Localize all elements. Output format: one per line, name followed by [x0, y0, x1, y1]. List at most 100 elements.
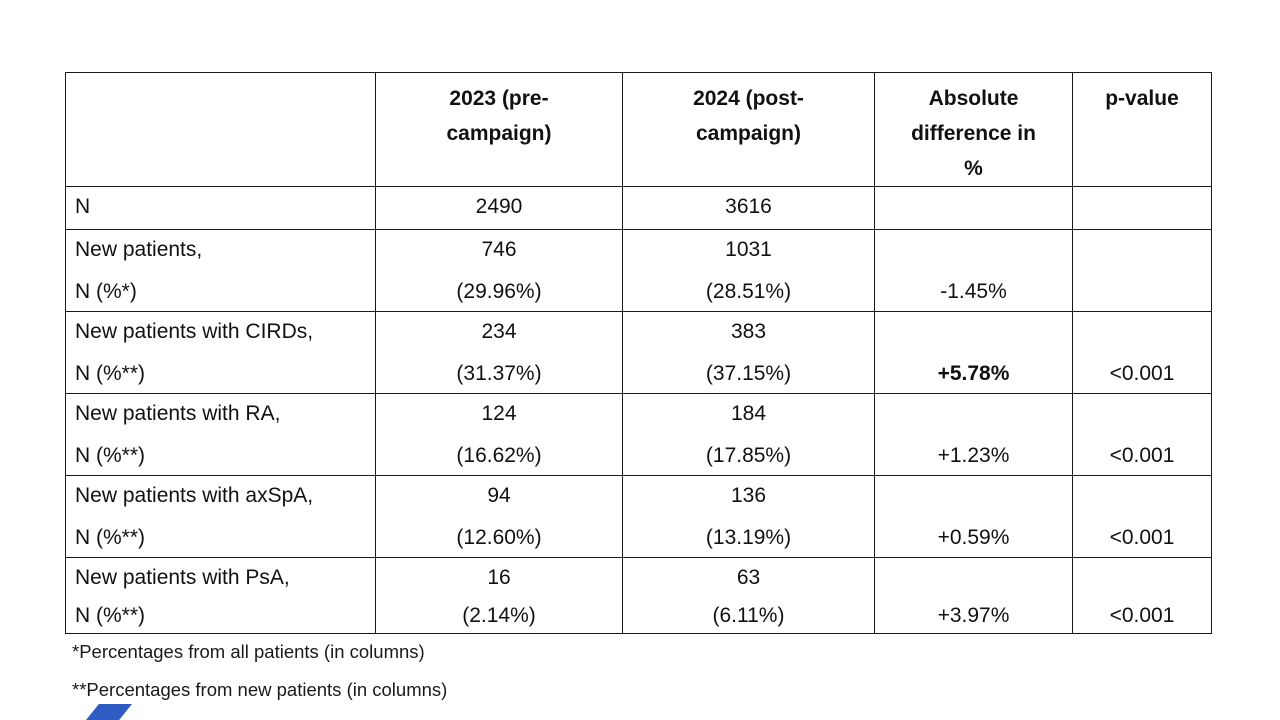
- header-line: campaign): [446, 122, 552, 145]
- cell-line: 94: [487, 484, 511, 507]
- cell-line: <0.001: [1109, 526, 1175, 549]
- cell-line: New patients with PsA,: [75, 566, 290, 589]
- header-line: 2023 (pre-: [449, 87, 549, 110]
- cell-pre-2023: 16 (2.14%): [375, 557, 623, 634]
- cell-line: [876, 565, 1072, 591]
- table-row-n: N 2490 3616: [65, 186, 1212, 230]
- cell-line: (37.15%): [705, 362, 792, 385]
- cell-line: 746: [481, 238, 517, 261]
- cell-line: -1.45%: [940, 280, 1007, 303]
- cell-line: [1074, 565, 1211, 591]
- header-line: p-value: [1105, 87, 1179, 110]
- cell-pre-2023: 2490: [375, 186, 623, 230]
- cell-line: N (%**): [75, 526, 146, 549]
- cell-p-value: <0.001: [1072, 311, 1212, 394]
- cell-line: (16.62%): [456, 444, 542, 467]
- cell-line: 184: [730, 402, 767, 425]
- cell-line: New patients with RA,: [75, 402, 281, 425]
- cell-line: [1074, 483, 1211, 509]
- cell-line: 136: [730, 484, 767, 507]
- table-footnotes: *Percentages from all patients (in colum…: [72, 640, 447, 702]
- cell-p-value: [1072, 229, 1212, 312]
- cell-line: (28.51%): [705, 280, 792, 303]
- header-2024-post-campaign: 2024 (post- campaign): [622, 72, 875, 187]
- cell-p-value: <0.001: [1072, 393, 1212, 476]
- cell-line: 124: [481, 402, 517, 425]
- cell-line: [876, 319, 1072, 345]
- header-line: %: [964, 157, 983, 180]
- cell-post-2024: 383 (37.15%): [622, 311, 875, 394]
- cell-line: +5.78%: [937, 362, 1010, 385]
- cell-line: [1074, 319, 1211, 345]
- cell-row-label: New patients, N (%*): [65, 229, 376, 312]
- cell-line: <0.001: [1109, 444, 1175, 467]
- cell-line: N (%**): [75, 604, 146, 627]
- cell-pre-2023: 234 (31.37%): [375, 311, 623, 394]
- header-absolute-difference: Absolute difference in %: [874, 72, 1073, 187]
- cell-line: (6.11%): [712, 604, 785, 627]
- cell-abs-difference: +3.97%: [874, 557, 1073, 634]
- cell-line: (29.96%): [456, 280, 542, 303]
- cell-line: (2.14%): [462, 604, 536, 627]
- table-row-new-patients-psa: New patients with PsA, N (%**) 16 (2.14%…: [65, 557, 1212, 634]
- results-table-container: 2023 (pre- campaign) 2024 (post- campaig…: [65, 72, 1212, 634]
- cell-line: 63: [736, 566, 761, 589]
- table-row-new-patients-axspa: New patients with axSpA, N (%**) 94 (12.…: [65, 475, 1212, 558]
- cell-line: +1.23%: [937, 444, 1010, 467]
- header-p-value: p-value: [1072, 72, 1212, 187]
- table-row-new-patients: New patients, N (%*) 746 (29.96%) 1031 (…: [65, 229, 1212, 312]
- table-row-new-patients-cirds: New patients with CIRDs, N (%**) 234 (31…: [65, 311, 1212, 394]
- cell-line: +0.59%: [937, 526, 1010, 549]
- table-header-row: 2023 (pre- campaign) 2024 (post- campaig…: [65, 72, 1212, 187]
- cell-line: (12.60%): [456, 526, 542, 549]
- cell-p-value: [1072, 186, 1212, 230]
- results-table: 2023 (pre- campaign) 2024 (post- campaig…: [65, 72, 1212, 634]
- cell-pre-2023: 94 (12.60%): [375, 475, 623, 558]
- header-line: campaign): [695, 122, 802, 145]
- cell-abs-difference: -1.45%: [874, 229, 1073, 312]
- cell-post-2024: 184 (17.85%): [622, 393, 875, 476]
- cell-line: [876, 483, 1072, 509]
- slide-accent-decoration: [86, 704, 132, 720]
- cell-line: [1074, 401, 1211, 427]
- cell-line: (13.19%): [705, 526, 792, 549]
- cell-post-2024: 136 (13.19%): [622, 475, 875, 558]
- cell-line: 3616: [725, 195, 772, 218]
- cell-abs-difference: +1.23%: [874, 393, 1073, 476]
- cell-abs-difference: [874, 186, 1073, 230]
- cell-line: +3.97%: [937, 604, 1010, 627]
- cell-post-2024: 3616: [622, 186, 875, 230]
- footnote-all-patients: *Percentages from all patients (in colum…: [72, 641, 425, 662]
- cell-row-label: New patients with PsA, N (%**): [65, 557, 376, 634]
- cell-line: [1074, 194, 1211, 220]
- cell-line: New patients with axSpA,: [75, 484, 314, 507]
- cell-line: [876, 194, 1072, 220]
- cell-row-label: New patients with RA, N (%**): [65, 393, 376, 476]
- cell-line: N (%*): [75, 280, 137, 303]
- cell-pre-2023: 746 (29.96%): [375, 229, 623, 312]
- cell-line: New patients with CIRDs,: [75, 320, 314, 343]
- cell-abs-difference: +5.78%: [874, 311, 1073, 394]
- header-line: difference in: [911, 122, 1036, 145]
- cell-line: 1031: [725, 238, 772, 261]
- cell-line: [876, 237, 1072, 263]
- cell-post-2024: 1031 (28.51%): [622, 229, 875, 312]
- cell-abs-difference: +0.59%: [874, 475, 1073, 558]
- cell-line: (31.37%): [456, 362, 542, 385]
- cell-line: N: [75, 195, 91, 218]
- cell-p-value: <0.001: [1072, 475, 1212, 558]
- cell-line: (17.85%): [705, 444, 792, 467]
- cell-line: <0.001: [1109, 362, 1175, 385]
- cell-line: N (%**): [75, 444, 146, 467]
- cell-line: New patients,: [75, 238, 203, 261]
- header-line: 2024 (post-: [693, 87, 804, 110]
- cell-line: N (%**): [75, 362, 146, 385]
- cell-line: 234: [481, 320, 517, 343]
- cell-line: 383: [730, 320, 767, 343]
- cell-line: <0.001: [1109, 604, 1175, 627]
- header-empty-cell: [65, 72, 376, 187]
- cell-line: [1074, 279, 1211, 305]
- header-2023-pre-campaign: 2023 (pre- campaign): [375, 72, 623, 187]
- cell-row-label: New patients with CIRDs, N (%**): [65, 311, 376, 394]
- cell-pre-2023: 124 (16.62%): [375, 393, 623, 476]
